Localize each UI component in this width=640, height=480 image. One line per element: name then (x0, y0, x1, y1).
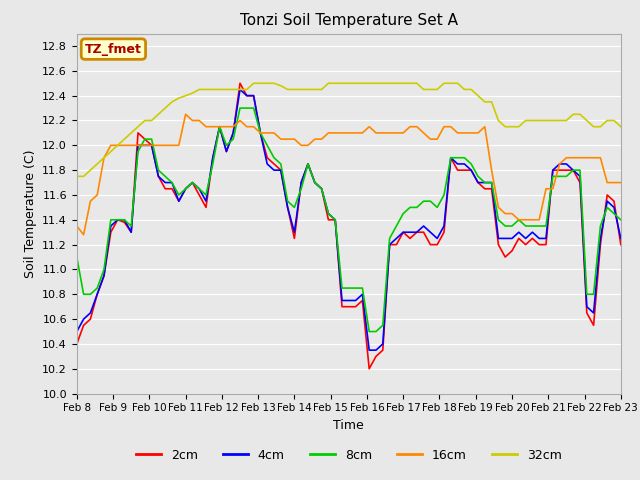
4cm (529, 229, 536, 235)
Line: 4cm: 4cm (77, 89, 621, 350)
32cm (549, 118, 557, 123)
4cm (73, 329, 81, 335)
8cm (556, 173, 563, 179)
32cm (570, 111, 577, 117)
16cm (73, 223, 81, 229)
32cm (379, 80, 387, 86)
Line: 2cm: 2cm (77, 83, 621, 369)
32cm (617, 124, 625, 130)
32cm (250, 80, 257, 86)
4cm (236, 86, 244, 92)
16cm (182, 111, 189, 117)
2cm (617, 242, 625, 248)
Y-axis label: Soil Temperature (C): Soil Temperature (C) (24, 149, 36, 278)
16cm (386, 130, 394, 136)
16cm (488, 167, 495, 173)
16cm (576, 155, 584, 161)
2cm (426, 242, 434, 248)
Text: TZ_fmet: TZ_fmet (85, 43, 142, 56)
2cm (556, 167, 563, 173)
Line: 32cm: 32cm (77, 83, 621, 176)
16cm (617, 180, 625, 185)
Title: Tonzi Soil Temperature Set A: Tonzi Soil Temperature Set A (240, 13, 458, 28)
2cm (576, 180, 584, 185)
Line: 16cm: 16cm (77, 114, 621, 235)
8cm (426, 198, 434, 204)
4cm (488, 180, 495, 185)
4cm (426, 229, 434, 235)
32cm (481, 99, 489, 105)
2cm (73, 341, 81, 347)
16cm (80, 232, 88, 238)
X-axis label: Time: Time (333, 419, 364, 432)
2cm (488, 186, 495, 192)
16cm (426, 136, 434, 142)
8cm (236, 105, 244, 111)
8cm (529, 223, 536, 229)
32cm (420, 86, 428, 92)
8cm (386, 236, 394, 241)
4cm (617, 236, 625, 241)
8cm (365, 329, 373, 335)
4cm (365, 347, 373, 353)
32cm (522, 118, 529, 123)
4cm (386, 242, 394, 248)
32cm (73, 173, 81, 179)
2cm (365, 366, 373, 372)
8cm (73, 254, 81, 260)
8cm (576, 167, 584, 173)
2cm (529, 236, 536, 241)
16cm (529, 217, 536, 223)
2cm (386, 242, 394, 248)
2cm (236, 80, 244, 86)
Line: 8cm: 8cm (77, 108, 621, 332)
Legend: 2cm, 4cm, 8cm, 16cm, 32cm: 2cm, 4cm, 8cm, 16cm, 32cm (131, 444, 567, 467)
8cm (617, 217, 625, 223)
8cm (488, 180, 495, 185)
16cm (556, 161, 563, 167)
4cm (556, 161, 563, 167)
4cm (576, 173, 584, 179)
